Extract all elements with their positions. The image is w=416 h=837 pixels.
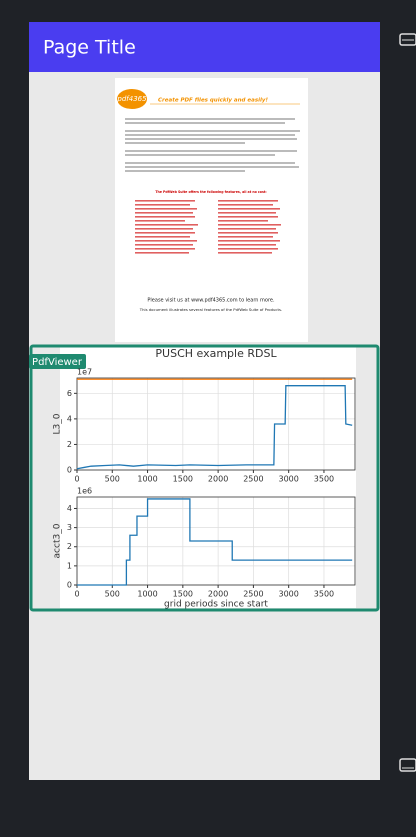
x-tick-label: 3500 xyxy=(314,475,334,484)
logo-text: pdf4365 xyxy=(116,95,147,103)
y-tick-label: 4 xyxy=(67,414,72,423)
line-series xyxy=(77,498,353,586)
y-tick-label: 0 xyxy=(67,466,72,475)
x-axis-label: grid periods since start xyxy=(164,600,268,610)
x-tick-label: 1500 xyxy=(173,475,193,484)
x-tick-label: 3000 xyxy=(278,590,298,599)
plot-frame xyxy=(76,377,356,471)
x-tick-label: 0 xyxy=(74,475,79,484)
x-tick-label: 500 xyxy=(105,590,120,599)
header xyxy=(29,22,380,72)
x-tick-label: 2500 xyxy=(243,475,263,484)
figure-title: PUSCH example RDSL xyxy=(155,347,277,360)
x-tick-label: 2500 xyxy=(243,590,263,599)
y-tick-label: 2 xyxy=(67,542,72,551)
y-tick-label: 6 xyxy=(67,389,72,398)
y-tick-label: 1 xyxy=(67,561,72,570)
feature-list xyxy=(135,200,281,254)
x-tick-label: 3500 xyxy=(314,590,334,599)
body-text xyxy=(125,118,300,172)
x-tick-label: 500 xyxy=(105,475,120,484)
footer-text: This document illustrates several featur… xyxy=(139,307,282,312)
x-tick-label: 1500 xyxy=(173,590,193,599)
scale-label: 1e7 xyxy=(77,368,92,377)
line-series xyxy=(76,385,353,470)
y-tick-label: 4 xyxy=(67,504,72,513)
features-heading: The PdfWeb Suite offers the following fe… xyxy=(155,190,266,194)
y-tick-label: 0 xyxy=(67,581,72,590)
pdf-page-2 xyxy=(60,347,356,608)
y-axis-label: acct3_0 xyxy=(53,523,63,558)
visit-text: Please visit us at www.pdf4365.com to le… xyxy=(147,298,275,304)
y-axis-label: L3_0 xyxy=(53,413,63,434)
page-title: Page Title xyxy=(43,37,136,59)
viewer-badge xyxy=(29,354,86,369)
scale-label: 1e6 xyxy=(77,487,92,496)
x-tick-label: 2000 xyxy=(208,475,228,484)
x-tick-label: 2000 xyxy=(208,590,228,599)
x-tick-label: 1000 xyxy=(137,590,157,599)
selection-border[interactable] xyxy=(29,344,380,612)
x-tick-label: 0 xyxy=(74,590,79,599)
top-icon[interactable] xyxy=(399,33,416,46)
tagline: Create PDF files quickly and easily! xyxy=(158,98,268,104)
x-tick-label: 3000 xyxy=(278,475,298,484)
logo xyxy=(117,89,147,109)
plot-frame xyxy=(76,496,356,586)
x-tick-label: 1000 xyxy=(137,475,157,484)
viewer-label: PdfViewer xyxy=(32,357,83,368)
y-tick-label: 2 xyxy=(67,440,72,449)
y-tick-label: 3 xyxy=(67,523,72,532)
bottom-icon[interactable] xyxy=(399,758,416,772)
